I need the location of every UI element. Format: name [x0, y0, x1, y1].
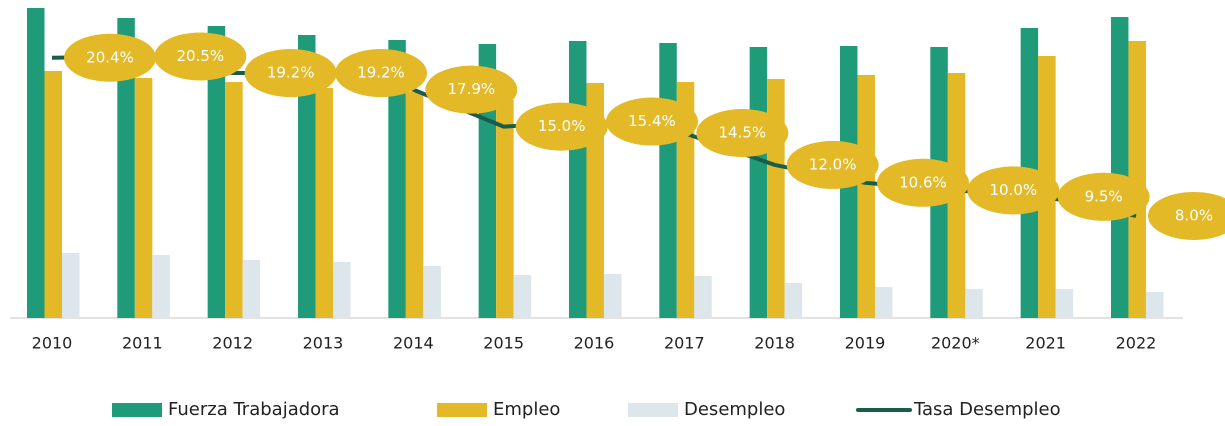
data-label: 14.5%	[718, 124, 766, 142]
data-label: 20.5%	[177, 47, 225, 65]
data-label: 12.0%	[809, 155, 857, 173]
data-label: 10.6%	[899, 173, 947, 191]
bar	[423, 266, 441, 318]
legend-swatch	[437, 403, 487, 417]
bar	[207, 26, 226, 318]
bar	[225, 82, 243, 318]
data-label-bubble	[64, 33, 156, 82]
data-label-bubble	[696, 109, 789, 158]
x-tick-label: 2020*	[931, 334, 980, 353]
x-tick-label: 2010	[32, 334, 73, 353]
data-label: 15.4%	[628, 112, 676, 130]
data-label-bubble	[425, 65, 518, 114]
bar	[27, 8, 45, 318]
data-label: 20.4%	[86, 48, 134, 66]
legend-swatch	[628, 403, 678, 417]
x-tick-label: 2011	[122, 334, 163, 353]
data-label: 8.0%	[1175, 206, 1213, 224]
data-label-bubble	[1147, 191, 1225, 240]
x-tick-label: 2017	[664, 334, 705, 353]
x-tick-label: 2016	[574, 334, 615, 353]
data-label-bubble	[334, 49, 427, 98]
bar	[603, 274, 622, 318]
bar	[1110, 17, 1129, 318]
data-label-bubble	[967, 166, 1060, 215]
bar	[857, 75, 875, 318]
bar	[659, 43, 677, 318]
bar	[134, 78, 153, 318]
bar	[568, 41, 587, 318]
bar	[297, 35, 316, 318]
bar	[315, 88, 333, 318]
bar	[496, 100, 514, 318]
legend-swatch	[112, 403, 162, 417]
data-label-bubble	[605, 97, 698, 146]
bar	[1055, 289, 1074, 318]
bar	[694, 276, 712, 318]
data-label-bubble	[154, 32, 247, 81]
bar	[676, 82, 695, 318]
bar	[242, 260, 261, 318]
x-tick-label: 2013	[303, 334, 344, 353]
legend-label: Fuerza Trabajadora	[168, 399, 340, 420]
bar	[749, 47, 768, 318]
data-label-bubble	[786, 140, 879, 189]
bar	[965, 289, 983, 318]
data-label: 15.0%	[538, 117, 586, 135]
data-label-bubble	[1057, 172, 1150, 221]
x-tick-label: 2015	[483, 334, 524, 353]
bar	[117, 18, 135, 318]
bar	[152, 255, 170, 318]
bar	[1128, 41, 1146, 318]
x-tick-label: 2012	[212, 334, 253, 353]
data-label-bubble	[876, 158, 969, 207]
x-tick-label: 2014	[393, 334, 434, 353]
bar	[332, 262, 351, 318]
legend-label: Desempleo	[684, 399, 785, 420]
bar	[1145, 292, 1164, 318]
data-label-bubble	[244, 49, 337, 98]
data-label: 9.5%	[1085, 187, 1123, 205]
bar	[405, 92, 424, 318]
bar	[388, 40, 406, 318]
x-tick-label: 2021	[1025, 334, 1066, 353]
x-tick-label: 2022	[1116, 334, 1157, 353]
bar	[874, 287, 893, 318]
bar	[44, 71, 62, 318]
legend-label: Empleo	[493, 399, 560, 420]
data-label: 10.0%	[989, 181, 1037, 199]
bar	[784, 283, 803, 318]
data-label: 17.9%	[447, 80, 495, 98]
legend-label: Tasa Desempleo	[913, 399, 1061, 420]
bar	[62, 253, 80, 318]
data-label: 19.2%	[357, 64, 405, 82]
bar	[513, 275, 532, 318]
data-label: 19.2%	[267, 64, 315, 82]
x-tick-label: 2018	[754, 334, 795, 353]
data-label-bubble	[515, 102, 608, 151]
x-tick-label: 2019	[845, 334, 886, 353]
